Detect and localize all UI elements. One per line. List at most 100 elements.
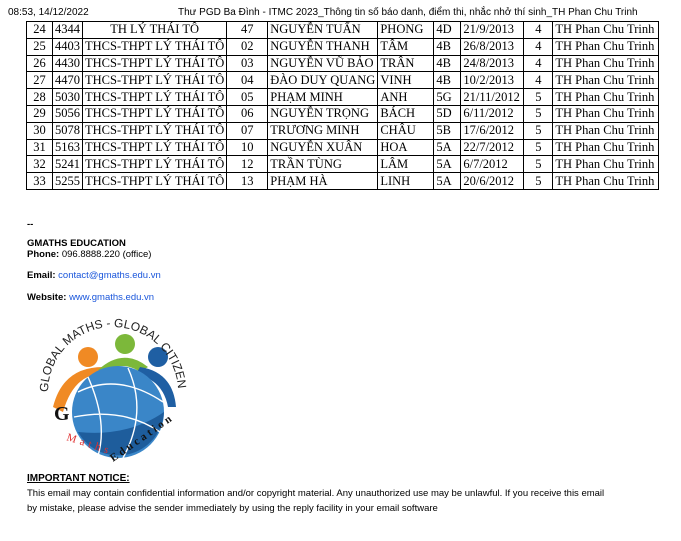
cell-room: 12 <box>226 155 269 174</box>
cell-registered-school: TH Phan Chu Trinh <box>552 121 660 140</box>
cell-row-number: 31 <box>26 138 53 157</box>
cell-birth-date: 22/7/2012 <box>460 138 525 157</box>
cell-school: THCS-THPT LÝ THÁI TÔ <box>81 104 228 123</box>
cell-grade: 5 <box>523 155 554 174</box>
notice-line-2: by mistake, please advise the sender imm… <box>27 503 438 514</box>
cell-room: 10 <box>226 138 269 157</box>
cell-row-number: 28 <box>26 88 53 106</box>
cell-last-middle-name: NGUYỄN TUẤN <box>267 21 379 39</box>
cell-first-name: TRÂN <box>377 54 435 73</box>
cell-row-number: 25 <box>26 37 53 56</box>
cell-room: 03 <box>226 54 269 73</box>
phone-value: 096.8888.220 (office) <box>59 249 152 260</box>
cell-birth-date: 6/11/2012 <box>460 104 525 123</box>
cell-first-name: VINH <box>377 71 435 90</box>
cell-class: 5A <box>433 172 462 190</box>
cell-candidate-code: 5255 <box>52 172 83 190</box>
cell-row-number: 26 <box>26 54 53 73</box>
cell-birth-date: 21/11/2012 <box>460 88 525 106</box>
cell-class: 5D <box>433 104 462 123</box>
cell-registered-school: TH Phan Chu Trinh <box>552 172 660 190</box>
cell-candidate-code: 4470 <box>52 71 83 90</box>
cell-registered-school: TH Phan Chu Trinh <box>552 88 660 106</box>
cell-school: THCS-THPT LÝ THÁI TÔ <box>81 88 228 106</box>
table-row: 24 4344 TH LÝ THÁI TÔ 47 NGUYỄN TUẤN PHONG 4D 2… <box>26 21 660 39</box>
cell-registered-school: TH Phan Chu Trinh <box>552 71 660 90</box>
cell-class: 5A <box>433 138 462 157</box>
cell-row-number: 24 <box>26 21 53 39</box>
table-row: 30 5078 THCS-THPT LÝ THÁI TÔ 07 TRƯƠNG MINH C… <box>26 121 660 140</box>
cell-class: 5A <box>433 155 462 174</box>
cell-last-middle-name: ĐÀO DUY QUANG <box>267 71 379 90</box>
cell-birth-date: 24/8/2013 <box>460 54 525 73</box>
cell-birth-date: 6/7/2012 <box>460 155 525 174</box>
cell-room: 04 <box>226 71 269 90</box>
cell-school: THCS-THPT LÝ THÁI TÔ <box>81 71 228 90</box>
cell-last-middle-name: NGUYỄN TRỌNG <box>267 104 379 123</box>
cell-room: 06 <box>226 104 269 123</box>
table-row: 28 5030 THCS-THPT LÝ THÁI TÔ 05 PHẠM MINH ANH… <box>26 88 660 106</box>
cell-grade: 4 <box>523 37 554 56</box>
cell-class: 4D <box>433 21 462 39</box>
cell-first-name: PHONG <box>377 21 435 39</box>
notice-line-1: This email may contain confidential info… <box>27 488 605 499</box>
cell-school: THCS-THPT LÝ THÁI TÔ <box>81 54 228 73</box>
table-row: 25 4403 THCS-THPT LÝ THÁI TÔ 02 NGUYỄN THANH… <box>26 37 660 56</box>
company-name: GMATHS EDUCATION <box>27 238 126 249</box>
cell-candidate-code: 4430 <box>52 54 83 73</box>
cell-first-name: TÂM <box>377 37 435 56</box>
cell-school: TH LÝ THÁI TÔ <box>81 21 228 39</box>
cell-row-number: 30 <box>26 121 53 140</box>
cell-first-name: LÂM <box>377 155 435 174</box>
cell-candidate-code: 4403 <box>52 37 83 56</box>
cell-registered-school: TH Phan Chu Trinh <box>552 54 660 73</box>
cell-last-middle-name: NGUYỄN VŨ BẢO <box>267 54 379 73</box>
cell-first-name: BÁCH <box>377 104 435 123</box>
cell-row-number: 27 <box>26 71 53 90</box>
cell-last-middle-name: TRƯƠNG MINH <box>267 121 379 140</box>
cell-class: 4B <box>433 71 462 90</box>
table-row: 31 5163 THCS-THPT LÝ THÁI TÔ 10 NGUYỄN XUÂN H… <box>26 138 660 157</box>
cell-last-middle-name: PHẠM MINH <box>267 88 379 106</box>
cell-school: THCS-THPT LÝ THÁI TÔ <box>81 172 228 190</box>
gmaths-logo: GLOBAL MATHS - GLOBAL CITIZEN G Maths Ed… <box>37 316 189 465</box>
cell-birth-date: 10/2/2013 <box>460 71 525 90</box>
cell-grade: 5 <box>523 104 554 123</box>
cell-grade: 5 <box>523 88 554 106</box>
cell-grade: 5 <box>523 121 554 140</box>
cell-grade: 5 <box>523 172 554 190</box>
email-link[interactable]: contact@gmaths.edu.vn <box>58 270 161 281</box>
cell-birth-date: 17/6/2012 <box>460 121 525 140</box>
cell-row-number: 33 <box>26 172 53 190</box>
cell-first-name: CHÂU <box>377 121 435 140</box>
cell-school: THCS-THPT LÝ THÁI TÔ <box>81 121 228 140</box>
cell-candidate-code: 5163 <box>52 138 83 157</box>
table-row: 27 4470 THCS-THPT LÝ THÁI TÔ 04 ĐÀO DUY QUAN… <box>26 71 660 90</box>
cell-candidate-code: 5056 <box>52 104 83 123</box>
cell-row-number: 29 <box>26 104 53 123</box>
signature-separator: -- <box>27 219 34 230</box>
cell-room: 07 <box>226 121 269 140</box>
cell-row-number: 32 <box>26 155 53 174</box>
phone-label: Phone: <box>27 249 60 260</box>
cell-last-middle-name: NGUYỄN XUÂN <box>267 138 379 157</box>
cell-candidate-code: 5030 <box>52 88 83 106</box>
cell-candidate-code: 4344 <box>52 21 83 39</box>
website-link[interactable]: www.gmaths.edu.vn <box>69 292 155 303</box>
cell-candidate-code: 5241 <box>52 155 83 174</box>
svg-text:G: G <box>54 403 70 425</box>
cell-birth-date: 26/8/2013 <box>460 37 525 56</box>
cell-room: 05 <box>226 88 269 106</box>
cell-first-name: ANH <box>377 88 435 106</box>
cell-class: 5B <box>433 121 462 140</box>
cell-last-middle-name: PHẠM HÀ <box>267 172 379 190</box>
cell-grade: 5 <box>523 138 554 157</box>
cell-grade: 4 <box>523 21 554 39</box>
cell-class: 4B <box>433 54 462 73</box>
cell-class: 5G <box>433 88 462 106</box>
notice-title: IMPORTANT NOTICE: <box>27 473 130 484</box>
cell-room: 47 <box>226 21 269 39</box>
cell-registered-school: TH Phan Chu Trinh <box>552 21 660 39</box>
cell-candidate-code: 5078 <box>52 121 83 140</box>
email-label: Email: <box>27 270 56 281</box>
